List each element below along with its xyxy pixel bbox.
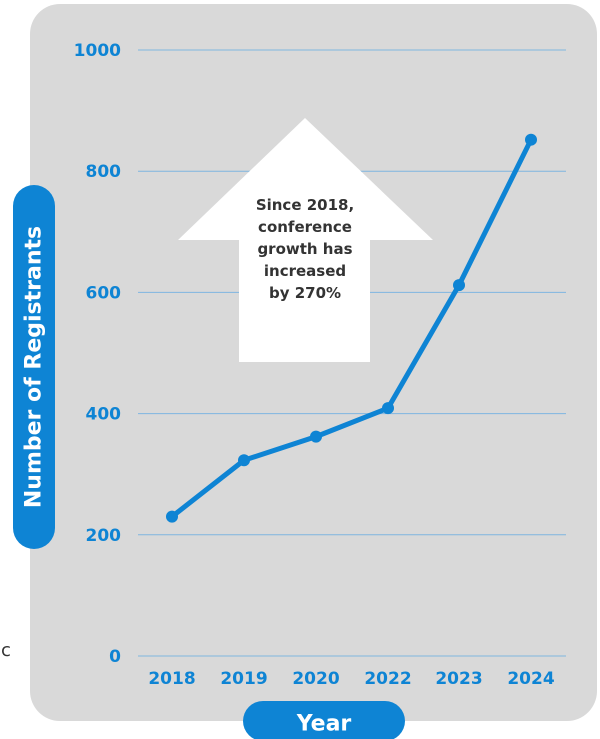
y-tick-label: 0 <box>109 647 121 667</box>
series-polyline <box>169 137 534 520</box>
x-axis-label-pill <box>243 701 405 739</box>
annotation-line: increased <box>264 262 346 280</box>
y-axis-label: Number of Registrants <box>13 185 55 549</box>
grid-lines <box>138 49 566 657</box>
data-point <box>525 133 537 146</box>
x-tick-label: 2024 <box>507 669 554 689</box>
data-point <box>238 454 250 467</box>
data-point <box>382 402 394 415</box>
y-tick-label: 200 <box>86 526 122 546</box>
x-axis-label: Year <box>243 701 405 739</box>
y-tick-label: 400 <box>86 405 122 425</box>
annotation-line: by 270% <box>269 284 341 302</box>
y-axis-label-text: Number of Registrants <box>22 226 47 508</box>
y-tick-label: 1000 <box>74 41 121 61</box>
x-tick-label: 2018 <box>148 669 195 689</box>
x-tick-label: 2019 <box>220 669 267 689</box>
chart-panel <box>30 4 597 721</box>
y-tick-labels: 0 200 400 600 800 1000 <box>74 41 121 667</box>
x-axis-label-text: Year <box>296 712 352 737</box>
annotation-text: Since 2018, conference growth has increased… <box>256 196 354 302</box>
cropped-edge-text: c <box>1 640 11 661</box>
x-tick-label: 2020 <box>292 669 339 689</box>
x-tick-label: 2022 <box>364 669 411 689</box>
annotation-line: growth has <box>257 240 352 258</box>
x-tick-labels: 2018 2019 2020 2022 2023 2024 <box>148 669 554 689</box>
up-arrow-icon <box>178 118 433 362</box>
data-point <box>310 430 322 443</box>
annotation-line: Since 2018, <box>256 196 354 214</box>
y-axis-label-pill <box>13 185 55 549</box>
x-tick-label: 2023 <box>435 669 482 689</box>
annotation-arrow: Since 2018, conference growth has increased… <box>178 118 433 362</box>
annotation-line: conference <box>258 218 352 236</box>
y-tick-label: 600 <box>86 283 122 303</box>
y-tick-label: 800 <box>86 162 122 182</box>
data-point <box>166 510 178 523</box>
data-point <box>453 279 465 292</box>
series-line <box>166 133 537 523</box>
